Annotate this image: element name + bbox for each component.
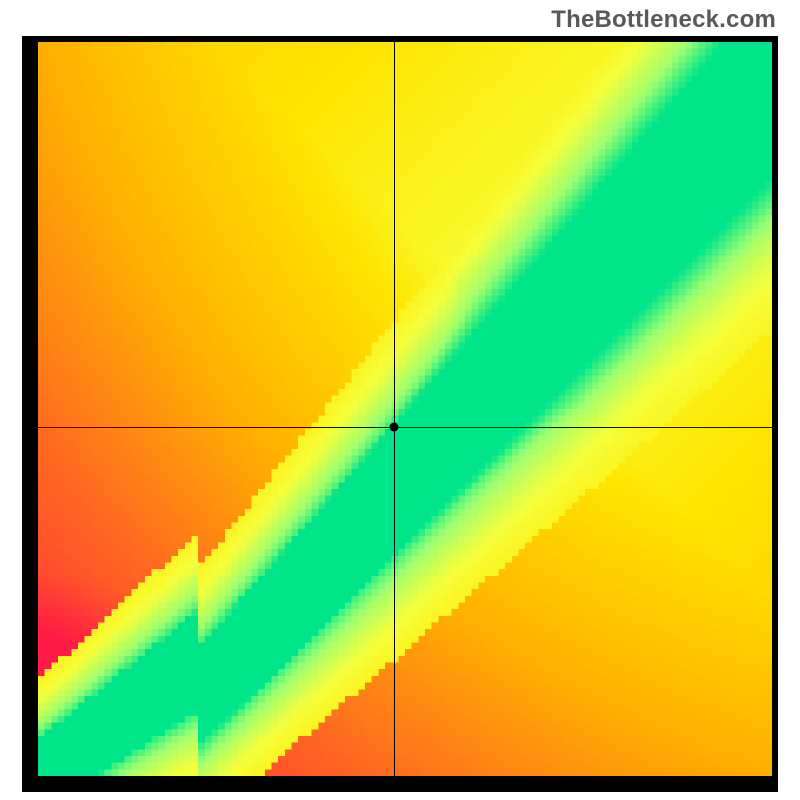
crosshair-horizontal xyxy=(38,427,772,428)
plot-frame xyxy=(22,36,778,792)
watermark-text: TheBottleneck.com xyxy=(551,6,776,34)
heatmap-viewport xyxy=(38,42,772,776)
crosshair-marker xyxy=(389,423,398,432)
heatmap-canvas xyxy=(38,42,772,776)
crosshair-vertical xyxy=(394,42,395,776)
